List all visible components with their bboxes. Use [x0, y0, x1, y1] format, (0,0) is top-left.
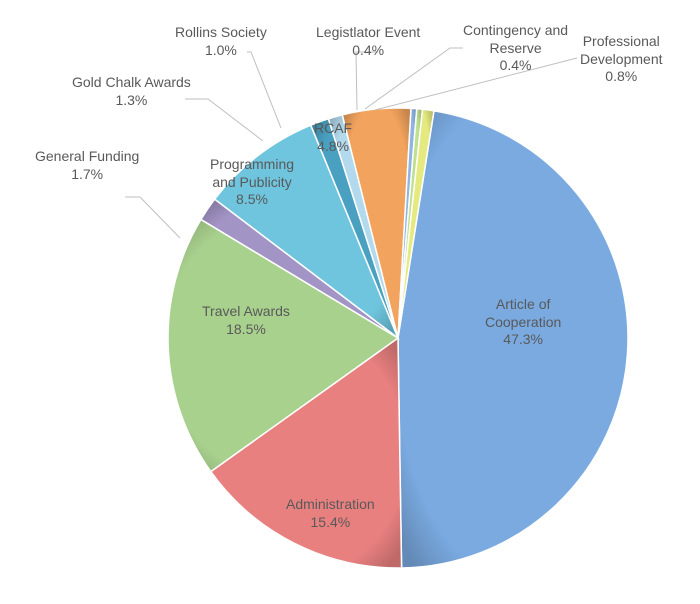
slice-label-name: Contingency andReserve	[463, 22, 568, 56]
leader-line	[125, 197, 180, 238]
slice-label-name: Gold Chalk Awards	[72, 74, 191, 90]
slice-label: Gold Chalk Awards 1.3%	[72, 74, 191, 109]
slice-label-name: Legistlator Event	[316, 24, 420, 40]
slice-label-percent: 1.0%	[205, 42, 237, 58]
slice-label-name: Rollins Society	[175, 24, 267, 40]
slice-label-name: Administration	[286, 496, 375, 512]
slice-label-percent: 8.5%	[236, 191, 268, 207]
slice-label-name: RCAF	[314, 120, 352, 136]
slice-label-percent: 18.5%	[226, 321, 266, 337]
leader-line	[185, 99, 263, 141]
slice-label-percent: 47.3%	[503, 331, 543, 347]
slice-label: Programmingand Publicity8.5%	[210, 156, 294, 209]
slice-label-percent: 1.3%	[115, 92, 147, 108]
slice-label: Contingency andReserve0.4%	[463, 22, 568, 75]
slice-label-percent: 0.8%	[605, 68, 637, 84]
pie-chart: Article ofCooperation47.3% Administration…	[0, 0, 700, 599]
slice-label: Article ofCooperation47.3%	[485, 296, 561, 349]
slice-label-name: Travel Awards	[202, 303, 290, 319]
slice-label-percent: 15.4%	[311, 514, 351, 530]
slice-label: Administration 15.4%	[286, 496, 375, 531]
leader-line	[356, 52, 378, 110]
slice-label: General Funding 1.7%	[35, 148, 139, 183]
leader-line	[247, 52, 281, 128]
slice-label: RCAF 4.8%	[314, 120, 352, 155]
slice-label-percent: 4.8%	[317, 138, 349, 154]
slice-label: ProfessionalDevelopment0.8%	[580, 33, 663, 86]
slice-label: Travel Awards 18.5%	[202, 303, 290, 338]
slice-label-name: Article ofCooperation	[485, 296, 561, 330]
slice-label-percent: 0.4%	[500, 57, 532, 73]
slice-label-name: General Funding	[35, 148, 139, 164]
slice-label-name: ProfessionalDevelopment	[580, 33, 663, 67]
slice-label: Rollins Society 1.0%	[175, 24, 267, 59]
slice-label: Legistlator Event 0.4%	[316, 24, 420, 59]
slice-label-percent: 0.4%	[352, 42, 384, 58]
slice-label-name: Programmingand Publicity	[210, 156, 294, 190]
slice-label-percent: 1.7%	[71, 166, 103, 182]
